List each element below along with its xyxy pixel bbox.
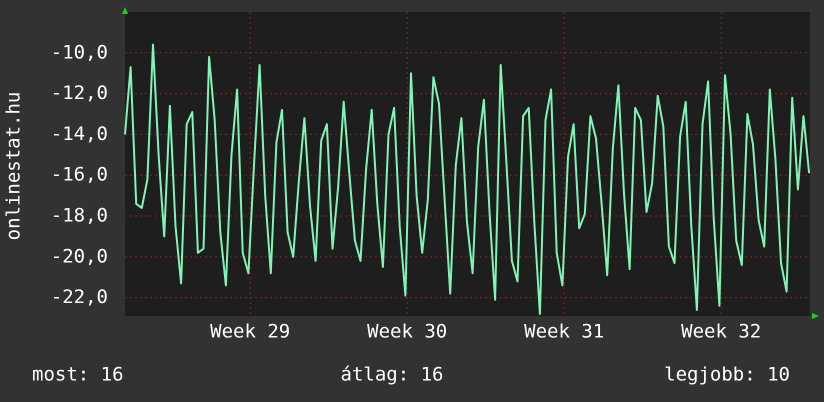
x-tick-label: Week 31 bbox=[524, 321, 604, 343]
y-tick-label: -10,0 bbox=[51, 41, 108, 63]
footer-best: legjobb: 10 bbox=[664, 364, 790, 386]
line-series bbox=[124, 43, 811, 315]
y-axis-label: onlinestat.hu bbox=[3, 92, 25, 241]
plot-area bbox=[125, 12, 810, 316]
y-tick-label: -14,0 bbox=[51, 123, 108, 145]
y-tick-label: -12,0 bbox=[51, 82, 108, 104]
y-tick-label: -20,0 bbox=[51, 245, 108, 267]
y-tick-label: -22,0 bbox=[51, 286, 108, 308]
x-tick-label: Week 30 bbox=[367, 321, 447, 343]
axis-arrow bbox=[122, 7, 128, 14]
axis-arrow bbox=[812, 313, 819, 319]
y-tick-label: -18,0 bbox=[51, 205, 108, 227]
footer-average: átlag: 16 bbox=[341, 364, 444, 386]
footer-current: most: 16 bbox=[32, 364, 124, 386]
x-tick-label: Week 29 bbox=[210, 321, 290, 343]
x-tick-label: Week 32 bbox=[681, 321, 761, 343]
y-tick-label: -16,0 bbox=[51, 164, 108, 186]
